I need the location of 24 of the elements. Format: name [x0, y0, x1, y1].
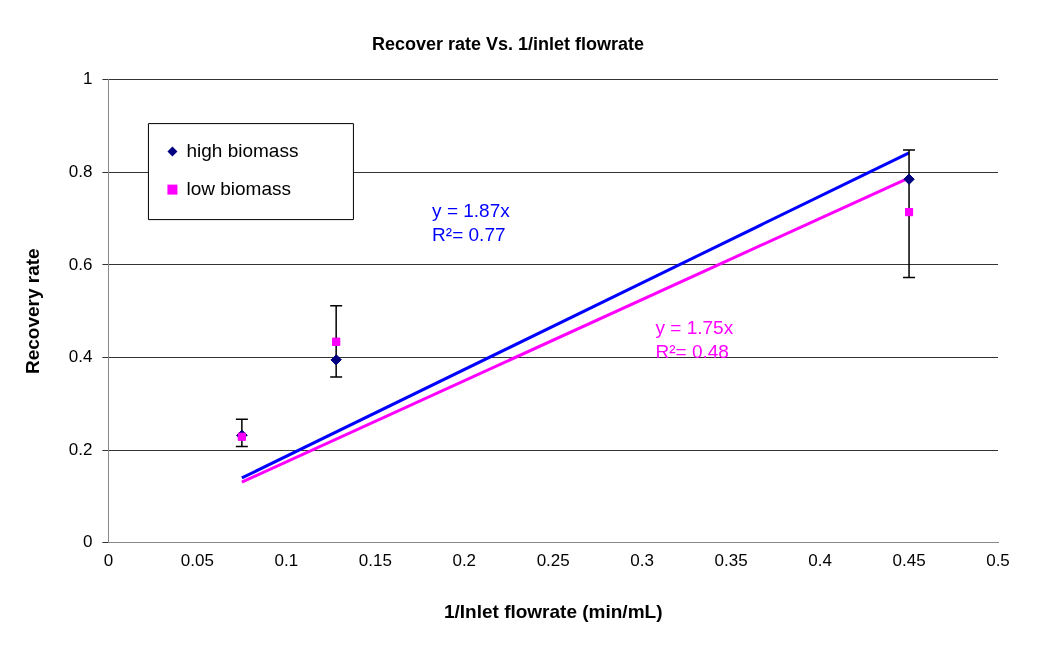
x-tick-label: 0.4 — [808, 550, 832, 570]
y-tick-label: 0.6 — [68, 254, 93, 274]
legend-label: high biomass — [186, 139, 299, 161]
x-tick-label: 0 — [103, 550, 114, 570]
y-axis-title: Recovery rate — [21, 248, 43, 375]
x-tick-label: 0.3 — [630, 550, 654, 570]
x-tick-label: 0.05 — [180, 550, 214, 570]
x-tick-label: 0.35 — [714, 550, 748, 570]
y-tick-label: 0.8 — [68, 161, 93, 181]
y-tick-label: 0 — [82, 532, 93, 552]
x-axis-title: 1/Inlet flowrate (min/mL) — [443, 600, 663, 622]
x-tick-label: 0.15 — [358, 550, 392, 570]
legend-label: low biomass — [186, 177, 291, 199]
x-tick-label: 0.2 — [452, 550, 477, 570]
annotation: y = 1.87x R²= 0.77 — [432, 199, 511, 245]
y-tick-label: 0.2 — [68, 439, 93, 459]
chart-title: Recover rate Vs. 1/inlet flowrate — [371, 33, 645, 54]
y-tick-label: 0.4 — [68, 347, 93, 367]
y-tick-label: 1 — [82, 69, 93, 89]
x-tick-label: 0.45 — [892, 550, 926, 570]
x-tick-label: 0.5 — [986, 550, 1010, 570]
annotation: y = 1.75x R²= 0.48 — [655, 316, 734, 362]
x-tick-label: 0.1 — [274, 550, 299, 570]
x-tick-label: 0.25 — [536, 550, 570, 570]
